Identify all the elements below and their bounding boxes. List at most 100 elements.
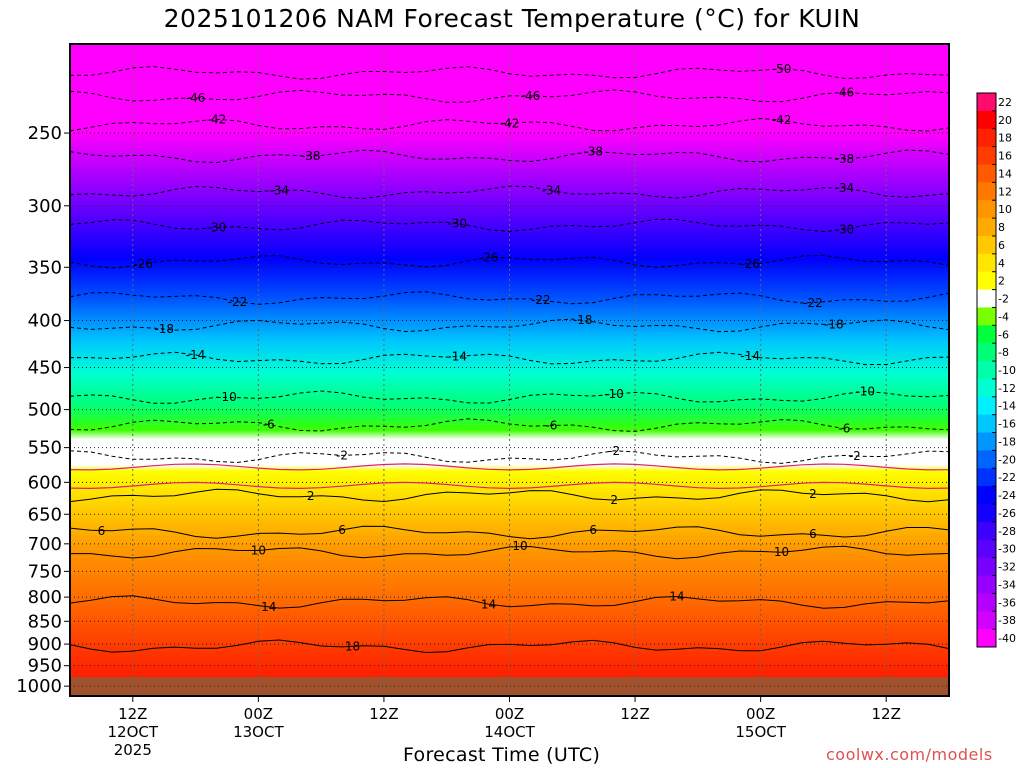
colorbar-label: -36 (998, 596, 1016, 609)
colorbar-label: -16 (998, 418, 1016, 431)
isotherm-line (69, 89, 950, 103)
contour-label: 2 (809, 487, 817, 501)
contour-label: -22 (228, 295, 248, 309)
colorbar-swatch (977, 164, 996, 183)
colorbar-swatch (977, 432, 996, 451)
y-tick-label: 250 (28, 123, 62, 144)
contour-label: -34 (269, 183, 289, 197)
colorbar-swatch (977, 182, 996, 201)
contour-label: 10 (251, 543, 266, 557)
isotherm-line (69, 149, 950, 164)
contour-label: -26 (740, 257, 760, 271)
colorbar-label: -34 (998, 578, 1016, 591)
colorbar-swatch (977, 468, 996, 487)
contour-label: 18 (345, 639, 360, 653)
colorbar-label: -18 (998, 435, 1016, 448)
isotherm-line (69, 418, 950, 432)
colorbar-label: 2 (998, 275, 1005, 288)
colorbar-label: 18 (998, 132, 1012, 145)
x-tick-date: 13OCT (233, 723, 284, 741)
x-tick-date: 15OCT (735, 723, 786, 741)
x-axis-title: Forecast Time (UTC) (403, 744, 601, 766)
colorbar-label: -12 (998, 382, 1016, 395)
colorbar-label: -10 (998, 364, 1016, 377)
colorbar-label: -4 (998, 310, 1009, 323)
colorbar-swatch (977, 629, 996, 648)
grid-lines (70, 44, 949, 696)
colorbar-label: -28 (998, 525, 1016, 538)
colorbar-swatch (977, 200, 996, 219)
colorbar-swatch (977, 110, 996, 130)
y-tick-label: 850 (28, 611, 62, 632)
colorbar-label: 4 (998, 257, 1005, 270)
colorbar: 22 20 18 16 14 12 10 8 6 4 2 -2 -4 -6 -8 -10 -12 -14 -16 -1… (976, 92, 1016, 648)
colorbar-label: -6 (998, 328, 1009, 341)
colorbar-swatch (977, 343, 996, 362)
contour-label: 6 (589, 523, 597, 537)
contour-label: -46 (521, 89, 541, 103)
contour-label: -46 (835, 85, 855, 99)
colorbar-label: -2 (998, 293, 1009, 306)
contour-label: -42 (500, 116, 520, 130)
contour-label: -6 (263, 417, 275, 431)
contour-label: -46 (186, 91, 206, 105)
credit-text: coolwx.com/models (826, 745, 993, 764)
freezing-line (69, 463, 950, 471)
y-tick-label: 300 (28, 196, 62, 217)
isotherm-line (69, 117, 950, 132)
contour-label: -30 (207, 220, 227, 234)
y-tick-label: 550 (28, 438, 62, 459)
contour-label: -14 (740, 349, 760, 363)
isotherm-line (69, 450, 950, 464)
y-tick-label: 1000 (16, 676, 62, 697)
contour-label: -42 (207, 112, 227, 126)
contour-label: -6 (838, 422, 850, 436)
contour-label: 6 (338, 523, 346, 537)
contour-label: -2 (336, 448, 348, 462)
isotherm-line (69, 390, 950, 404)
contour-label: -30 (447, 216, 467, 230)
contour-label: -38 (301, 149, 321, 163)
contour-label: -26 (133, 257, 153, 271)
contour-label: -10 (217, 390, 237, 404)
x-tick-label: 12Z (620, 705, 649, 723)
plot-area: -50-46 -46 -46-42 -42 -42-38 -38-38-34 -34 -34-… (69, 43, 950, 697)
isotherm-line (69, 595, 950, 609)
x-tick-label: 12Z (369, 705, 398, 723)
y-tick-label: 400 (28, 311, 62, 332)
isotherm-line (70, 545, 950, 560)
colorbar-swatch (977, 307, 996, 326)
colorbar-swatch (977, 539, 996, 559)
contour-label: -38 (835, 152, 855, 166)
colorbar-label: 10 (998, 203, 1012, 216)
contour-label: 2 (610, 493, 618, 507)
isotherm-line (69, 318, 950, 333)
contour-label: 2 (307, 489, 315, 503)
contour-label: -6 (545, 418, 557, 432)
contour-label: -34 (542, 184, 562, 198)
contour-label: -10 (855, 385, 875, 399)
colorbar-label: -8 (998, 346, 1009, 359)
colorbar-swatch (977, 593, 996, 612)
colorbar-label: -38 (998, 614, 1016, 627)
isotherm-line (69, 291, 950, 305)
contour-label: 10 (512, 539, 527, 553)
colorbar-swatch (977, 271, 996, 291)
colorbar-label: -30 (998, 543, 1016, 556)
colorbar-swatch (977, 521, 996, 541)
colorbar-swatch (977, 486, 996, 505)
y-tick-label: 350 (28, 257, 62, 278)
contour-labels: -50-46 -46 -46-42 -42 -42-38 -38-38-34 -34 -34-… (98, 62, 876, 653)
contour-label: 14 (481, 597, 496, 611)
contour-label: -38 (583, 145, 603, 159)
isotherm-line (69, 254, 950, 269)
x-tick-year: 2025 (114, 741, 152, 759)
contour-label: -18 (573, 313, 593, 327)
y-tick-label: 650 (28, 504, 62, 525)
y-tick-label: 900 (28, 634, 62, 655)
contour-label: 14 (669, 589, 684, 603)
isotherm-lines (69, 66, 950, 654)
isotherm-line (69, 639, 950, 654)
